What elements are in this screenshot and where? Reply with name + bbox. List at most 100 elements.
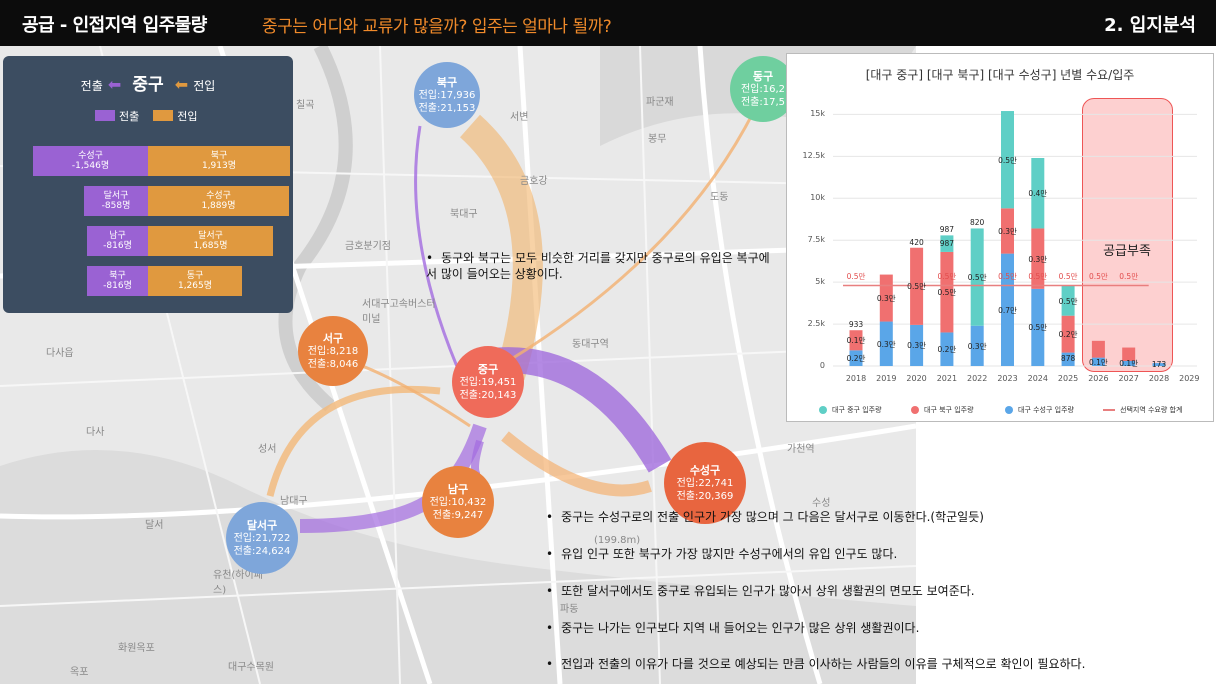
map-label: 성서 [258, 444, 277, 455]
node-in: 전입:19,451 [459, 376, 517, 388]
node-out: 전출:20,143 [459, 389, 517, 401]
segment-label: 0.3만 [1028, 254, 1048, 264]
node-in: 전입:16,2 [740, 83, 786, 95]
map-label: 북대구 [450, 209, 478, 220]
map-label: 서대구고속버스터미널 [362, 299, 436, 325]
legend-in: 전입 [153, 108, 198, 124]
panel-legend: 전출 전입 [95, 108, 198, 124]
bar-2-2023 [1001, 111, 1014, 209]
bar-2-2022 [970, 228, 984, 326]
segment-label: 173 [1151, 359, 1167, 369]
node-in: 전입:17,936 [418, 89, 476, 101]
y-tick-label: 5k [815, 277, 825, 287]
segment-label: 0.1만 [1119, 359, 1139, 369]
chart-legend-bukgu: 대구 북구 입주량 [911, 405, 974, 415]
bar-1-2025 [1061, 315, 1075, 353]
segment-label: 0.5만 [1058, 296, 1078, 306]
bullet-3: • 또한 달서구에서도 중구로 유입되는 인구가 많아서 상위 생활권의 면모도 … [546, 584, 975, 598]
bar-1-2019 [879, 274, 893, 322]
map-label: 동대구역 [572, 339, 609, 350]
segment-label: 0.1만 [1088, 357, 1108, 367]
demand-label: 0.5만 [1088, 272, 1108, 282]
x-tick-label: 2020 [906, 374, 927, 383]
x-tick-label: 2022 [967, 374, 988, 383]
legend-out: 전출 [95, 108, 139, 124]
bar-1-2027 [1122, 347, 1136, 361]
demand-label: 0.5만 [846, 272, 866, 282]
in-bar: 달서구 1,685명 [148, 226, 273, 256]
y-tick-label: 10k [810, 193, 825, 203]
map-label: 달서 [145, 520, 164, 531]
y-tick-label: 7.5k [807, 235, 825, 245]
bar-1-2018 [849, 330, 863, 351]
bullet-4: • 중구는 나가는 인구보다 지역 내 들어오는 인구가 많은 상위 생활권이다. [546, 621, 920, 635]
x-tick-label: 2028 [1148, 374, 1170, 383]
bar-0-2027 [1122, 360, 1136, 366]
node-suseonggu[interactable]: 수성구 전입:22,741 전출:20,369 [664, 442, 746, 524]
x-tick-label: 2023 [997, 374, 1018, 383]
node-donggu[interactable]: 동구 전입:16,2 전출:17,5 [730, 56, 796, 122]
demand-label: 0.5만 [1119, 272, 1139, 282]
y-tick-label: 0 [819, 361, 825, 370]
node-name: 동구 [752, 69, 774, 83]
node-namgu[interactable]: 남구 전입:10,432 전출:9,247 [422, 466, 494, 538]
x-tick-label: 2018 [845, 374, 867, 383]
bar-2-2024 [1031, 158, 1045, 229]
segment-label: 0.5만 [1028, 323, 1048, 333]
map-label: 대구수목원 [228, 662, 274, 673]
map-note: • 동구와 북구는 모두 비슷한 거리를 갖지만 중구로의 유입은 복구에서 많이… [426, 251, 770, 281]
bar-0-2028 [1152, 363, 1166, 366]
panel-in-label: 전입 [193, 79, 216, 93]
chart-plot [833, 111, 1197, 367]
bar-0-2020 [910, 324, 924, 366]
segment-label: 0.5만 [967, 273, 987, 283]
demand-label: 0.5만 [937, 272, 957, 282]
out-bar: 달서구 -858명 [84, 186, 148, 216]
map-label: 칠곡 [296, 100, 315, 111]
x-tick-label: 2019 [876, 374, 897, 383]
map-label: 금호강 [520, 176, 548, 187]
node-dalseogu[interactable]: 달서구 전입:21,722 전출:24,624 [226, 502, 298, 574]
bar-0-2018 [849, 350, 863, 366]
y-tick-label: 12.5k [802, 151, 825, 161]
shortage-zone [1082, 98, 1173, 372]
bar-1-2024 [1031, 228, 1045, 289]
in-arrow-icon: ⬅ [174, 75, 189, 94]
x-tick-label: 2024 [1027, 374, 1048, 383]
bar-0-2023 [1001, 253, 1014, 366]
map-label: 도동 [710, 192, 729, 203]
total-label: 820 [970, 218, 985, 228]
total-label: 420 [909, 237, 924, 247]
section-label: 2. 입지분석 [1104, 15, 1196, 36]
chart-legend-demand: 선택지역 수요량 합계 [1103, 405, 1182, 415]
segment-label: 0.2만 [1058, 330, 1078, 340]
segment-label: 0.3만 [998, 226, 1017, 236]
map-label: 파동 [560, 604, 579, 615]
node-junggu[interactable]: 중구 전입:19,451 전출:20,143 [452, 346, 524, 418]
segment-label: 0.1만 [846, 336, 866, 346]
panel-out-label: 전출 [80, 79, 103, 93]
x-tick-label: 2029 [1179, 374, 1200, 383]
bar-1-2021 [940, 251, 954, 333]
bar-0-2024 [1031, 288, 1045, 366]
in-bar: 동구 1,265명 [148, 266, 242, 296]
x-tick-label: 2025 [1057, 374, 1079, 383]
map-label: 화원옥포 [118, 643, 155, 654]
demand-label: 0.5만 [998, 272, 1017, 282]
shortage-label: 공급부족 [1103, 244, 1151, 259]
node-in: 전입:21,722 [233, 532, 291, 544]
segment-label: 0.3만 [967, 341, 987, 351]
node-bukgu[interactable]: 북구 전입:17,936 전출:21,153 [414, 62, 480, 128]
node-name: 북구 [436, 75, 458, 89]
bar-0-2019 [879, 321, 893, 366]
segment-label: 0.3만 [876, 339, 896, 349]
total-label: 987 [939, 225, 955, 235]
node-seogu[interactable]: 서구 전입:8,218 전출:8,046 [298, 316, 368, 386]
in-bar: 북구 1,913명 [148, 146, 290, 176]
segment-label: 0.4만 [1028, 189, 1048, 199]
segment-label: 0.7만 [998, 305, 1017, 315]
map-label: 다사읍 [46, 348, 74, 359]
bar-2-2025 [1061, 285, 1075, 316]
map-label: 다사 [86, 427, 105, 438]
page-subtitle: 중구는 어디와 교류가 많을까? 입주는 얼마나 될까? [262, 17, 612, 37]
